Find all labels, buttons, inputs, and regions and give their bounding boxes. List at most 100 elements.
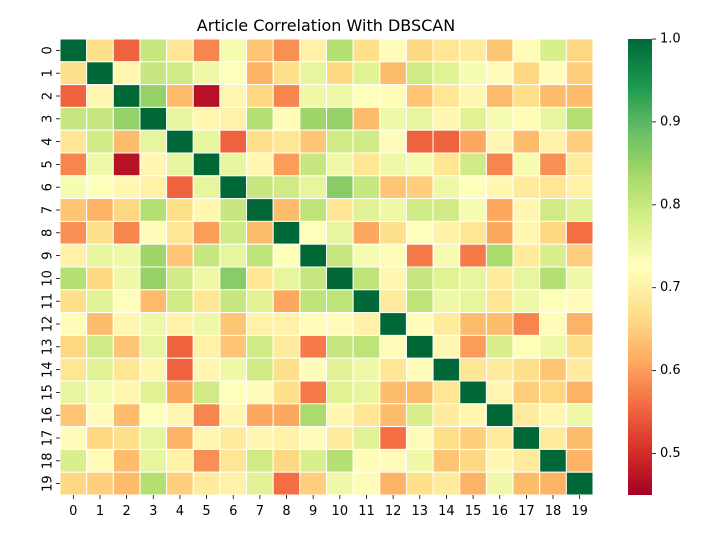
- heatmap-cell-6-12: [379, 175, 407, 200]
- heatmap-cell-18-14: [432, 448, 461, 473]
- heatmap-cell-2-19: [565, 84, 594, 108]
- heatmap-cell-19-16: [485, 471, 514, 496]
- heatmap-cell-11-11: [352, 289, 381, 314]
- heatmap-cell-7-6: [219, 198, 248, 222]
- heatmap-cell-8-3: [139, 220, 168, 245]
- heatmap-cell-9-9: [299, 243, 328, 268]
- heatmap-cell-7-12: [379, 198, 407, 222]
- heatmap-cell-6-10: [326, 175, 354, 200]
- heatmap-cell-3-4: [166, 106, 194, 131]
- heatmap-cell-6-8: [272, 175, 301, 200]
- colorbar-tick-label-3: 0.7: [660, 280, 681, 295]
- heatmap-cell-10-8: [272, 266, 301, 291]
- heatmap-cell-15-10: [326, 380, 354, 405]
- heatmap-cell-13-2: [112, 334, 141, 359]
- heatmap-cell-9-5: [192, 243, 221, 268]
- heatmap-cell-13-17: [512, 334, 541, 359]
- heatmap-cell-16-18: [539, 403, 567, 428]
- heatmap-cell-15-13: [405, 380, 434, 405]
- heatmap-cell-8-10: [326, 220, 354, 245]
- heatmap-cell-13-4: [166, 334, 194, 359]
- heatmap-cell-15-19: [565, 380, 594, 405]
- heatmap-cell-19-19: [565, 471, 594, 496]
- heatmap-cell-4-15: [459, 129, 487, 154]
- heatmap-cell-2-18: [539, 84, 567, 108]
- heatmap-cell-18-1: [86, 448, 114, 473]
- heatmap-cell-5-6: [219, 152, 248, 177]
- heatmap-cell-17-13: [405, 426, 434, 450]
- heatmap-cell-13-15: [459, 334, 487, 359]
- heatmap-cell-13-0: [59, 334, 88, 359]
- heatmap-cell-2-6: [219, 84, 248, 108]
- heatmap-cell-2-5: [192, 84, 221, 108]
- heatmap-cell-11-17: [512, 289, 541, 314]
- heatmap-cell-15-16: [485, 380, 514, 405]
- heatmap-cell-9-2: [112, 243, 141, 268]
- heatmap-cell-17-1: [86, 426, 114, 450]
- heatmap-cell-7-19: [565, 198, 594, 222]
- heatmap-cell-2-1: [86, 84, 114, 108]
- heatmap-cell-12-15: [459, 312, 487, 336]
- heatmap-cell-5-14: [432, 152, 461, 177]
- heatmap-cell-5-1: [86, 152, 114, 177]
- heatmap-cell-17-17: [512, 426, 541, 450]
- heatmap-cell-18-5: [192, 448, 221, 473]
- heatmap-cell-3-6: [219, 106, 248, 131]
- heatmap-cell-1-8: [272, 61, 301, 86]
- heatmap-cell-13-9: [299, 334, 328, 359]
- heatmap-cell-16-0: [59, 403, 88, 428]
- heatmap-cell-11-3: [139, 289, 168, 314]
- y-tick-label-12: 12: [41, 316, 56, 333]
- heatmap-cell-19-10: [326, 471, 354, 496]
- heatmap-cell-10-16: [485, 266, 514, 291]
- heatmap-cell-4-6: [219, 129, 248, 154]
- heatmap-cell-6-15: [459, 175, 487, 200]
- heatmap-cell-14-2: [112, 357, 141, 382]
- y-tick-label-1: 1: [41, 69, 56, 77]
- heatmap-cell-12-8: [272, 312, 301, 336]
- heatmap-cell-11-2: [112, 289, 141, 314]
- heatmap-cell-2-12: [379, 84, 407, 108]
- heatmap-cell-2-17: [512, 84, 541, 108]
- heatmap-cell-1-7: [246, 61, 274, 86]
- heatmap-cell-9-19: [565, 243, 594, 268]
- heatmap-cell-12-9: [299, 312, 328, 336]
- heatmap-cell-13-5: [192, 334, 221, 359]
- heatmap-cell-15-7: [246, 380, 274, 405]
- heatmap-cell-3-8: [272, 106, 301, 131]
- heatmap-cell-14-17: [512, 357, 541, 382]
- heatmap-cell-7-11: [352, 198, 381, 222]
- heatmap-cell-3-12: [379, 106, 407, 131]
- heatmap-cell-0-9: [299, 38, 328, 63]
- heatmap-cell-16-12: [379, 403, 407, 428]
- x-tick-label-5: 5: [202, 504, 210, 519]
- heatmap-cell-10-3: [139, 266, 168, 291]
- colorbar-tick-label-5: 0.5: [660, 446, 681, 461]
- heatmap-cell-0-18: [539, 38, 567, 63]
- heatmap-cell-2-13: [405, 84, 434, 108]
- heatmap-cell-4-17: [512, 129, 541, 154]
- heatmap-cell-9-7: [246, 243, 274, 268]
- heatmap-cell-4-2: [112, 129, 141, 154]
- heatmap-cell-18-2: [112, 448, 141, 473]
- heatmap-cell-12-7: [246, 312, 274, 336]
- heatmap-cell-3-17: [512, 106, 541, 131]
- heatmap-cell-15-18: [539, 380, 567, 405]
- heatmap-cell-14-4: [166, 357, 194, 382]
- heatmap-cell-19-12: [379, 471, 407, 496]
- x-tick-label-3: 3: [149, 504, 157, 519]
- heatmap-cell-4-14: [432, 129, 461, 154]
- heatmap-cell-3-16: [485, 106, 514, 131]
- x-tick-label-0: 0: [69, 504, 77, 519]
- heatmap-cell-8-19: [565, 220, 594, 245]
- heatmap-cell-8-9: [299, 220, 328, 245]
- heatmap-cell-12-4: [166, 312, 194, 336]
- x-tick-label-17: 17: [518, 504, 535, 519]
- heatmap-cell-4-11: [352, 129, 381, 154]
- heatmap-cell-16-5: [192, 403, 221, 428]
- heatmap-cell-16-11: [352, 403, 381, 428]
- heatmap-cell-13-19: [565, 334, 594, 359]
- heatmap-cell-15-6: [219, 380, 248, 405]
- y-tick-label-17: 17: [41, 430, 56, 447]
- heatmap-cell-6-2: [112, 175, 141, 200]
